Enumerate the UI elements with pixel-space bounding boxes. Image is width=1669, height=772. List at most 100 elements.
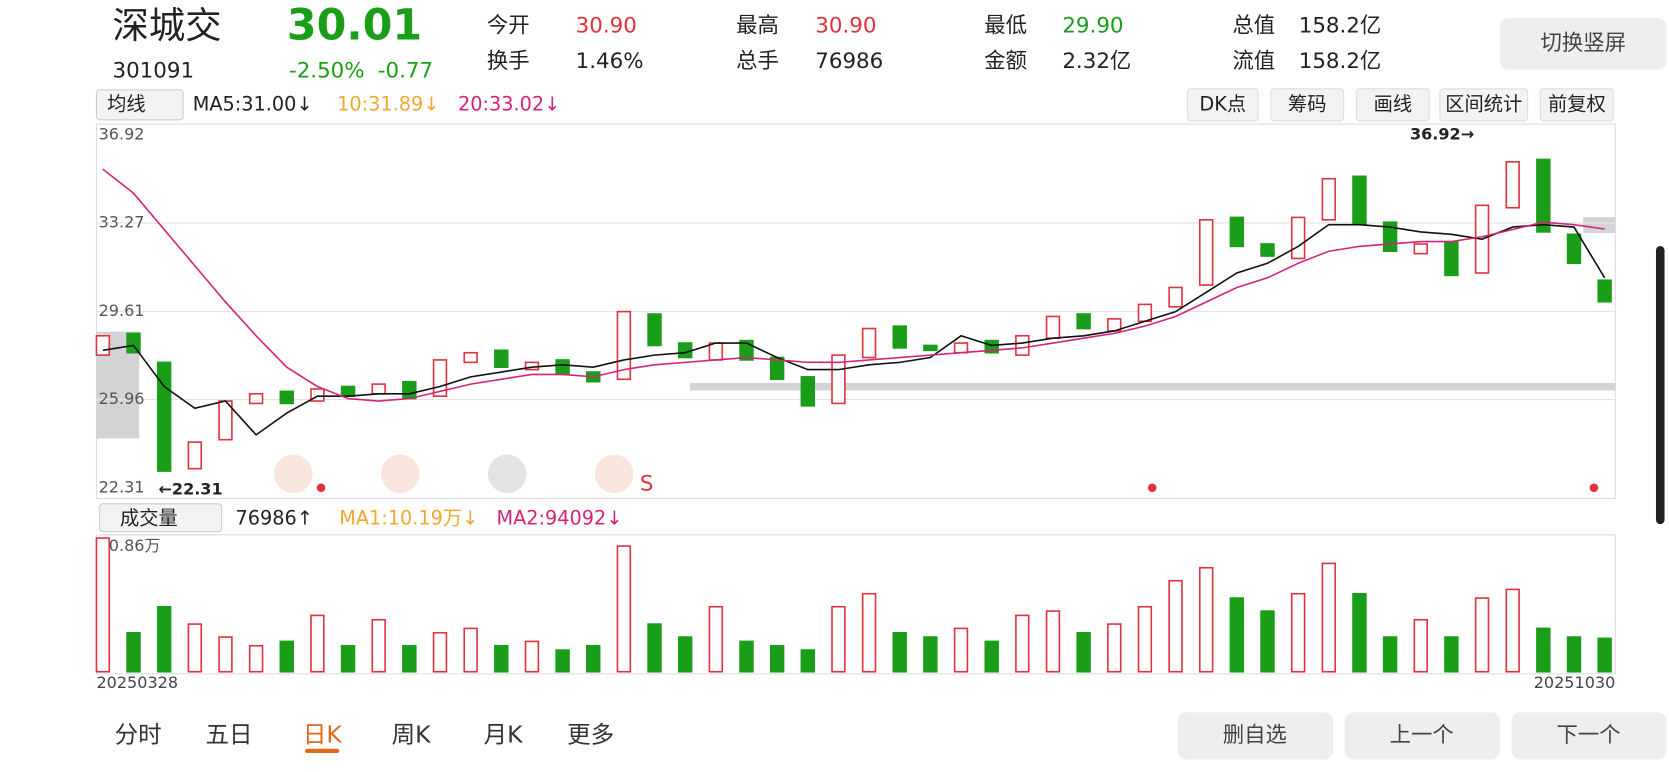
volume-bar xyxy=(586,644,601,673)
tool-button-label[interactable]: 画线 xyxy=(1374,92,1413,115)
tool-button[interactable] xyxy=(1439,88,1529,122)
volume-bar xyxy=(1474,597,1490,673)
tool-button[interactable] xyxy=(1270,88,1345,122)
action-button[interactable] xyxy=(1177,712,1333,760)
candle xyxy=(953,342,969,354)
y-tick-label: 22.31 xyxy=(99,477,145,496)
candle xyxy=(1045,315,1061,340)
candle xyxy=(1321,177,1337,221)
signal: S xyxy=(640,472,654,497)
tab[interactable]: 日K xyxy=(303,720,343,748)
volume-bar xyxy=(708,605,724,673)
action-button[interactable] xyxy=(1344,712,1500,760)
volume-bar xyxy=(248,644,264,673)
volume-selector-label[interactable]: 成交量 xyxy=(120,506,178,529)
volume-bar xyxy=(1566,636,1582,673)
y-tick-label: 25.96 xyxy=(99,389,145,408)
candle xyxy=(156,361,172,472)
rotate-label[interactable]: 切换竖屏 xyxy=(1540,31,1626,56)
candle xyxy=(677,342,693,359)
tool-button-label[interactable]: DK点 xyxy=(1199,92,1246,115)
ma5-label: MA5:31.00↓ xyxy=(193,92,313,115)
volume-bar xyxy=(953,627,969,673)
rotate-button[interactable] xyxy=(1499,18,1667,70)
candle xyxy=(647,313,662,347)
stat-label: 最高 xyxy=(736,14,779,39)
volume-bar xyxy=(616,545,632,673)
range-band xyxy=(1583,217,1616,234)
stock-name: 深城交 xyxy=(112,4,221,47)
stat-value: 158.2亿 xyxy=(1299,14,1382,39)
candle xyxy=(1505,161,1520,209)
action-label[interactable]: 上一个 xyxy=(1390,723,1454,748)
volume-selector[interactable] xyxy=(99,503,223,533)
volume-bar xyxy=(1137,605,1153,673)
stat-value: 2.32亿 xyxy=(1062,49,1131,74)
stat-value: 158.2亿 xyxy=(1299,49,1382,74)
tab[interactable]: 更多 xyxy=(567,720,614,748)
zoom-button[interactable] xyxy=(594,454,634,494)
stat-label: 今开 xyxy=(487,14,530,39)
volume-ma2: MA2:94092↓ xyxy=(496,506,622,529)
volume-bar xyxy=(1597,637,1612,673)
volume-tick-label: 30.86万 xyxy=(99,536,161,555)
candle xyxy=(1260,243,1275,257)
high-marker: 36.92→ xyxy=(1410,124,1474,143)
volume-bar xyxy=(647,623,662,673)
ma20-label: 20:33.02↓ xyxy=(458,92,560,115)
candle xyxy=(892,325,907,349)
stat-value: 1.46% xyxy=(576,49,644,74)
tab[interactable]: 周K xyxy=(392,720,432,748)
tab[interactable]: 月K xyxy=(484,720,524,748)
stat-label: 换手 xyxy=(487,49,530,74)
add-button[interactable] xyxy=(274,454,313,494)
action-label[interactable]: 下一个 xyxy=(1557,723,1621,748)
candle xyxy=(340,385,356,397)
action-label[interactable]: 删自选 xyxy=(1223,723,1287,748)
volume-bar xyxy=(1505,588,1520,673)
ma20-line xyxy=(102,168,1605,402)
tool-button-label[interactable]: 前复权 xyxy=(1548,92,1606,115)
volume-bar xyxy=(1229,597,1245,673)
candle xyxy=(1137,303,1153,323)
stat-value: 29.90 xyxy=(1062,14,1123,39)
stock-code: 301091 xyxy=(112,59,194,84)
y-tick-label: 29.61 xyxy=(99,301,145,320)
volume-bar xyxy=(402,644,417,673)
stat-label: 总值 xyxy=(1232,14,1275,39)
candle xyxy=(1597,279,1612,303)
tool-button-label[interactable]: 区间统计 xyxy=(1445,92,1522,115)
candle xyxy=(708,342,724,361)
volume-bar xyxy=(1260,610,1275,673)
volume-bar xyxy=(371,618,386,673)
stat-label: 金额 xyxy=(984,49,1027,74)
candle xyxy=(1015,334,1030,356)
candle xyxy=(1413,243,1428,255)
tool-button[interactable] xyxy=(1186,88,1259,122)
ma-selector-label[interactable]: 均线 xyxy=(107,92,146,115)
candle xyxy=(1198,219,1214,286)
volume-bar xyxy=(1536,627,1551,673)
tab[interactable]: 五日 xyxy=(206,720,253,748)
stat-label: 总手 xyxy=(736,49,779,74)
action-button[interactable] xyxy=(1511,712,1667,760)
next-button[interactable] xyxy=(487,454,527,494)
stat-value: 30.90 xyxy=(576,14,637,39)
volume-bar xyxy=(95,537,111,673)
tool-button-label[interactable]: 筹码 xyxy=(1288,92,1327,115)
candle xyxy=(1168,286,1183,308)
candle xyxy=(1290,216,1306,260)
prev-button[interactable] xyxy=(380,454,420,494)
dot xyxy=(316,483,326,493)
tool-button[interactable] xyxy=(1355,88,1430,122)
tab[interactable]: 分时 xyxy=(115,720,162,748)
candle xyxy=(126,332,141,354)
volume-bar xyxy=(984,640,999,673)
candle xyxy=(187,441,203,470)
end-date: 20251030 xyxy=(1534,673,1616,692)
volume-bar xyxy=(892,631,907,673)
ma-selector[interactable] xyxy=(95,89,184,121)
volume-bar xyxy=(1321,562,1337,673)
tool-button[interactable] xyxy=(1539,88,1614,122)
volume-bar xyxy=(463,627,478,673)
